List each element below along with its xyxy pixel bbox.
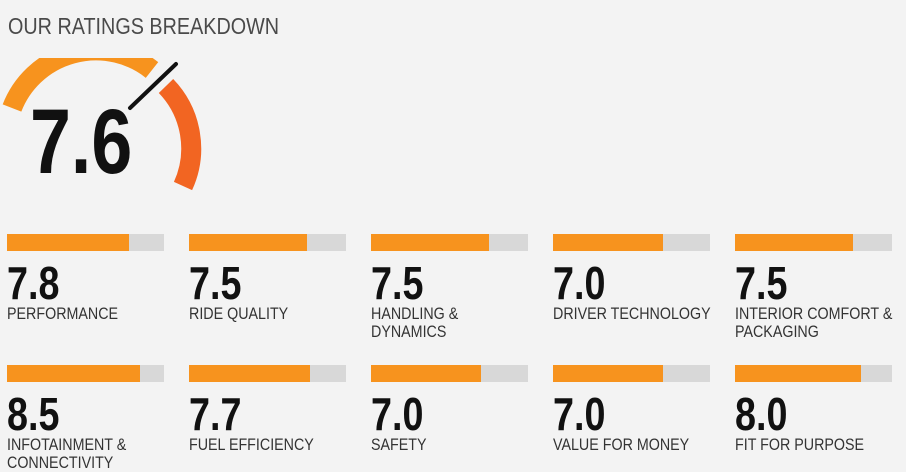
gauge-needle bbox=[128, 62, 178, 110]
rating-label: HANDLING & DYNAMICS bbox=[371, 304, 459, 341]
overall-score: 7.6 bbox=[30, 91, 133, 193]
rating-card: 8.5 INFOTAINMENT & CONNECTIVITY bbox=[7, 365, 167, 472]
overall-gauge-icon bbox=[2, 58, 202, 191]
rating-score: 7.8 bbox=[7, 257, 60, 309]
rating-bar bbox=[189, 234, 346, 251]
rating-bar-fill bbox=[189, 234, 307, 251]
rating-label: PERFORMANCE bbox=[7, 304, 119, 323]
rating-score: 7.7 bbox=[189, 388, 242, 440]
rating-card: 7.8 PERFORMANCE bbox=[7, 234, 167, 323]
rating-score: 7.5 bbox=[189, 257, 242, 309]
rating-label: FIT FOR PURPOSE bbox=[735, 435, 865, 454]
rating-label: VALUE FOR MONEY bbox=[553, 435, 690, 454]
rating-card: 7.7 FUEL EFFICIENCY bbox=[189, 365, 349, 454]
rating-bar-fill bbox=[7, 234, 130, 251]
rating-score: 8.5 bbox=[7, 388, 60, 440]
gauge-arc-orange bbox=[2, 58, 159, 112]
rating-bar-fill bbox=[553, 365, 663, 382]
rating-bar-fill bbox=[735, 365, 861, 382]
rating-score: 7.0 bbox=[371, 388, 424, 440]
rating-score: 7.5 bbox=[371, 257, 424, 309]
rating-score: 7.0 bbox=[553, 388, 606, 440]
rating-bar bbox=[189, 365, 346, 382]
rating-bar-fill bbox=[189, 365, 310, 382]
rating-bar bbox=[735, 365, 892, 382]
rating-bar-fill bbox=[553, 234, 663, 251]
rating-label: DRIVER TECHNOLOGY bbox=[553, 304, 711, 323]
rating-bar bbox=[553, 365, 710, 382]
rating-label: FUEL EFFICIENCY bbox=[189, 435, 314, 454]
rating-card: 7.0 DRIVER TECHNOLOGY bbox=[553, 234, 713, 323]
rating-card: 8.0 FIT FOR PURPOSE bbox=[735, 365, 895, 454]
rating-score: 8.0 bbox=[735, 388, 788, 440]
page-title: OUR RATINGS BREAKDOWN bbox=[8, 13, 280, 39]
rating-bar bbox=[371, 234, 528, 251]
rating-bar-fill bbox=[7, 365, 141, 382]
rating-bar bbox=[7, 234, 164, 251]
rating-label: INFOTAINMENT & CONNECTIVITY bbox=[7, 435, 127, 472]
rating-label: INTERIOR COMFORT & PACKAGING bbox=[735, 304, 893, 341]
rating-card: 7.0 SAFETY bbox=[371, 365, 531, 454]
rating-card: 7.5 INTERIOR COMFORT & PACKAGING bbox=[735, 234, 895, 341]
rating-bar bbox=[371, 365, 528, 382]
rating-card: 7.5 HANDLING & DYNAMICS bbox=[371, 234, 531, 341]
rating-card: 7.0 VALUE FOR MONEY bbox=[553, 365, 713, 454]
rating-bar bbox=[7, 365, 164, 382]
gauge-arc-red bbox=[158, 79, 202, 191]
rating-score: 7.5 bbox=[735, 257, 788, 309]
rating-label: SAFETY bbox=[371, 435, 427, 454]
rating-bar bbox=[735, 234, 892, 251]
rating-score: 7.0 bbox=[553, 257, 606, 309]
rating-bar-fill bbox=[371, 365, 481, 382]
rating-bar-fill bbox=[735, 234, 853, 251]
rating-bar-fill bbox=[371, 234, 489, 251]
rating-card: 7.5 RIDE QUALITY bbox=[189, 234, 349, 323]
rating-label: RIDE QUALITY bbox=[189, 304, 289, 323]
rating-bar bbox=[553, 234, 710, 251]
